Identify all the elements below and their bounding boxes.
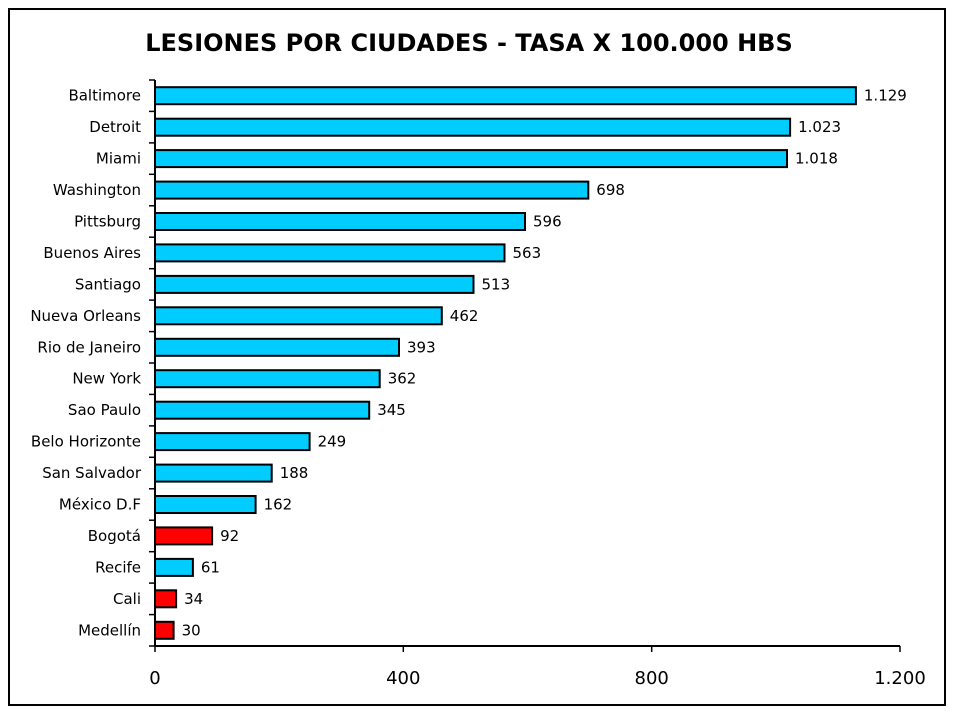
- value-label: 1.129: [864, 87, 907, 105]
- bar: [154, 306, 443, 326]
- bar: [154, 212, 526, 231]
- bar: [154, 557, 194, 577]
- bar: [154, 149, 788, 169]
- x-tick-label: 0: [149, 668, 160, 689]
- value-label: 563: [513, 244, 542, 262]
- bar: [154, 495, 257, 514]
- x-tick-label: 1.200: [874, 668, 926, 689]
- bar: [154, 243, 506, 263]
- bars-group: Baltimore 1.129 Detroit 1.023 Miami 1.018 Wash…: [30, 86, 907, 640]
- bar: [154, 337, 400, 357]
- bar: [154, 463, 273, 483]
- value-label: 34: [184, 590, 203, 608]
- value-label: 30: [182, 621, 201, 639]
- value-label: 462: [450, 307, 479, 325]
- value-label: 61: [201, 558, 220, 576]
- category-label: Belo Horizonte: [31, 433, 141, 451]
- value-label: 596: [533, 213, 562, 231]
- category-label: Nueva Orleans: [30, 307, 141, 325]
- category-label: Sao Paulo: [68, 401, 141, 419]
- bar: [154, 180, 590, 200]
- value-label: 162: [264, 496, 293, 514]
- category-label: Recife: [95, 558, 141, 576]
- category-label: New York: [72, 370, 141, 388]
- category-label: Bogotá: [88, 527, 141, 545]
- value-label: 249: [318, 433, 347, 451]
- bar: [154, 369, 381, 389]
- bar: [154, 86, 857, 106]
- category-label: San Salvador: [42, 464, 142, 482]
- x-tick-label: 400: [386, 668, 420, 689]
- bar: [154, 589, 178, 609]
- value-label: 1.018: [795, 150, 838, 168]
- value-label: 513: [482, 275, 511, 293]
- value-label: 362: [388, 370, 417, 388]
- category-label: Washington: [53, 181, 141, 199]
- value-label: 345: [377, 401, 406, 419]
- category-label: México D.F: [59, 496, 141, 514]
- category-label: Pittsburg: [74, 213, 141, 231]
- bar: [154, 432, 311, 452]
- category-label: Cali: [113, 590, 141, 608]
- bar: [154, 620, 175, 640]
- category-label: Detroit: [89, 118, 141, 136]
- axes-group: 0 400 800 1.200: [149, 79, 926, 689]
- value-label: 698: [596, 181, 625, 199]
- x-tick-label: 800: [635, 668, 669, 689]
- value-label: 188: [280, 464, 309, 482]
- bar: [154, 117, 792, 137]
- category-label: Miami: [96, 150, 141, 168]
- bar: [154, 526, 214, 546]
- value-label: 1.023: [798, 118, 841, 136]
- category-label: Buenos Aires: [43, 244, 141, 262]
- category-label: Baltimore: [68, 87, 141, 105]
- category-label: Santiago: [75, 275, 141, 293]
- chart-title: LESIONES POR CIUDADES - TASA X 100.000 H…: [145, 29, 793, 57]
- value-label: 393: [407, 338, 436, 356]
- category-label: Medellín: [78, 621, 141, 639]
- category-label: Rio de Janeiro: [37, 338, 141, 356]
- bar: [154, 274, 475, 294]
- value-label: 92: [220, 527, 239, 545]
- bar: [154, 400, 371, 420]
